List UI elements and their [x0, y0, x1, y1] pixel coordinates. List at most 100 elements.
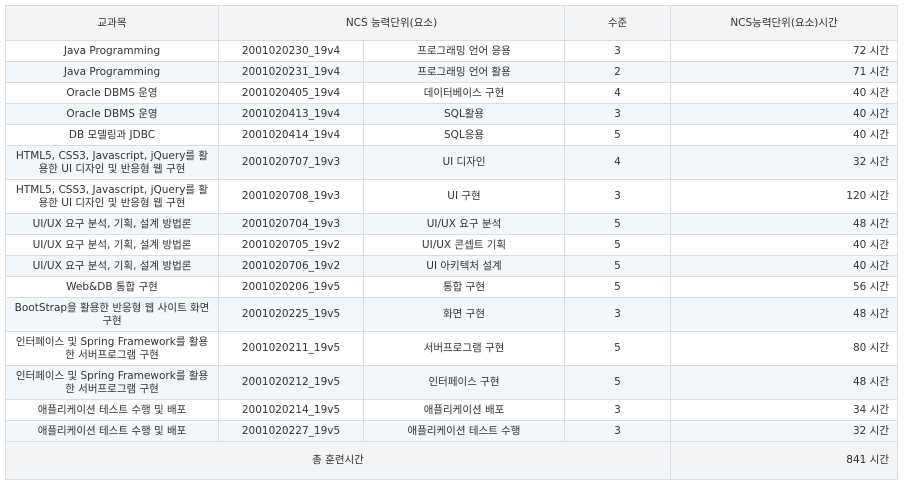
unit-cell: UI/UX 콘셉트 기획	[363, 234, 565, 256]
table-row: 인터페이스 및 Spring Framework를 활용한 서버프로그램 구현 …	[5, 331, 898, 366]
hours-cell: 71 시간	[670, 61, 898, 83]
hours-cell: 48 시간	[670, 213, 898, 235]
code-cell: 2001020705_19v2	[218, 234, 364, 256]
hours-cell: 40 시간	[670, 124, 898, 146]
code-cell: 2001020230_19v4	[218, 40, 364, 62]
level-cell: 3	[564, 297, 671, 332]
code-cell: 2001020212_19v5	[218, 365, 364, 400]
unit-cell: 인터페이스 구현	[363, 365, 565, 400]
total-hours: 841 시간	[670, 441, 898, 480]
hours-cell: 40 시간	[670, 234, 898, 256]
table-row: DB 모델링과 JDBC 2001020414_19v4 SQL응용 5 40 …	[5, 124, 898, 146]
table-row: Java Programming 2001020230_19v4 프로그래밍 언…	[5, 40, 898, 62]
subject-cell: DB 모델링과 JDBC	[5, 124, 219, 146]
table-row: HTML5, CSS3, Javascript, jQuery를 활용한 UI …	[5, 179, 898, 214]
unit-cell: 애플리케이션 테스트 수행	[363, 420, 565, 442]
subject-cell: Oracle DBMS 운영	[5, 103, 219, 125]
unit-cell: SQL활용	[363, 103, 565, 125]
subject-cell: Web&DB 통합 구현	[5, 276, 219, 298]
table-row: UI/UX 요구 분석, 기획, 설계 방법론 2001020704_19v3 …	[5, 213, 898, 235]
table-row: UI/UX 요구 분석, 기획, 설계 방법론 2001020705_19v2 …	[5, 234, 898, 256]
subject-cell: UI/UX 요구 분석, 기획, 설계 방법론	[5, 234, 219, 256]
header-ncs-unit: NCS 능력단위(요소)	[218, 5, 565, 41]
hours-cell: 40 시간	[670, 82, 898, 104]
code-cell: 2001020707_19v3	[218, 145, 364, 180]
hours-cell: 34 시간	[670, 399, 898, 421]
level-cell: 2	[564, 61, 671, 83]
subject-cell: HTML5, CSS3, Javascript, jQuery를 활용한 UI …	[5, 145, 219, 180]
curriculum-table: 교과목 NCS 능력단위(요소) 수준 NCS능력단위(요소)시간 Java P…	[5, 5, 898, 480]
unit-cell: 프로그래밍 언어 응용	[363, 40, 565, 62]
hours-cell: 48 시간	[670, 365, 898, 400]
subject-cell: UI/UX 요구 분석, 기획, 설계 방법론	[5, 255, 219, 277]
total-row: 총 훈련시간 841 시간	[5, 441, 898, 480]
unit-cell: SQL응용	[363, 124, 565, 146]
table-row: Oracle DBMS 운영 2001020413_19v4 SQL활용 3 4…	[5, 103, 898, 125]
code-cell: 2001020708_19v3	[218, 179, 364, 214]
level-cell: 5	[564, 234, 671, 256]
level-cell: 3	[564, 40, 671, 62]
subject-cell: 애플리케이션 테스트 수행 및 배포	[5, 399, 219, 421]
table-row: BootStrap을 활용한 반응형 웹 사이트 화면 구현 200102022…	[5, 297, 898, 332]
code-cell: 2001020405_19v4	[218, 82, 364, 104]
unit-cell: UI 아키텍처 설계	[363, 255, 565, 277]
unit-cell: 서버프로그램 구현	[363, 331, 565, 366]
level-cell: 5	[564, 331, 671, 366]
unit-cell: 화면 구현	[363, 297, 565, 332]
unit-cell: UI 디자인	[363, 145, 565, 180]
table-row: 인터페이스 및 Spring Framework를 활용한 서버프로그램 구현 …	[5, 365, 898, 400]
level-cell: 3	[564, 179, 671, 214]
code-cell: 2001020704_19v3	[218, 213, 364, 235]
subject-cell: UI/UX 요구 분석, 기획, 설계 방법론	[5, 213, 219, 235]
level-cell: 3	[564, 103, 671, 125]
hours-cell: 32 시간	[670, 145, 898, 180]
level-cell: 5	[564, 365, 671, 400]
level-cell: 4	[564, 82, 671, 104]
subject-cell: BootStrap을 활용한 반응형 웹 사이트 화면 구현	[5, 297, 219, 332]
unit-cell: 통합 구현	[363, 276, 565, 298]
unit-cell: 데이터베이스 구현	[363, 82, 565, 104]
table-row: Oracle DBMS 운영 2001020405_19v4 데이터베이스 구현…	[5, 82, 898, 104]
hours-cell: 80 시간	[670, 331, 898, 366]
table-row: Web&DB 통합 구현 2001020206_19v5 통합 구현 5 56 …	[5, 276, 898, 298]
subject-cell: 인터페이스 및 Spring Framework를 활용한 서버프로그램 구현	[5, 365, 219, 400]
code-cell: 2001020414_19v4	[218, 124, 364, 146]
header-subject: 교과목	[5, 5, 219, 41]
table-header-row: 교과목 NCS 능력단위(요소) 수준 NCS능력단위(요소)시간	[5, 5, 898, 41]
header-level: 수준	[564, 5, 671, 41]
total-label: 총 훈련시간	[5, 441, 671, 480]
code-cell: 2001020214_19v5	[218, 399, 364, 421]
level-cell: 3	[564, 420, 671, 442]
table-row: HTML5, CSS3, Javascript, jQuery를 활용한 UI …	[5, 145, 898, 180]
level-cell: 5	[564, 213, 671, 235]
code-cell: 2001020706_19v2	[218, 255, 364, 277]
subject-cell: 애플리케이션 테스트 수행 및 배포	[5, 420, 219, 442]
code-cell: 2001020211_19v5	[218, 331, 364, 366]
code-cell: 2001020413_19v4	[218, 103, 364, 125]
subject-cell: Java Programming	[5, 61, 219, 83]
hours-cell: 40 시간	[670, 103, 898, 125]
unit-cell: 프로그래밍 언어 활용	[363, 61, 565, 83]
curriculum-table-container: 교과목 NCS 능력단위(요소) 수준 NCS능력단위(요소)시간 Java P…	[5, 5, 898, 480]
unit-cell: 애플리케이션 배포	[363, 399, 565, 421]
header-hours: NCS능력단위(요소)시간	[670, 5, 898, 41]
code-cell: 2001020206_19v5	[218, 276, 364, 298]
hours-cell: 48 시간	[670, 297, 898, 332]
level-cell: 5	[564, 124, 671, 146]
unit-cell: UI/UX 요구 분석	[363, 213, 565, 235]
table-body: Java Programming 2001020230_19v4 프로그래밍 언…	[5, 40, 898, 442]
hours-cell: 56 시간	[670, 276, 898, 298]
table-row: 애플리케이션 테스트 수행 및 배포 2001020227_19v5 애플리케이…	[5, 420, 898, 442]
code-cell: 2001020231_19v4	[218, 61, 364, 83]
hours-cell: 120 시간	[670, 179, 898, 214]
table-row: UI/UX 요구 분석, 기획, 설계 방법론 2001020706_19v2 …	[5, 255, 898, 277]
table-row: 애플리케이션 테스트 수행 및 배포 2001020214_19v5 애플리케이…	[5, 399, 898, 421]
code-cell: 2001020225_19v5	[218, 297, 364, 332]
subject-cell: 인터페이스 및 Spring Framework를 활용한 서버프로그램 구현	[5, 331, 219, 366]
level-cell: 5	[564, 255, 671, 277]
subject-cell: Oracle DBMS 운영	[5, 82, 219, 104]
code-cell: 2001020227_19v5	[218, 420, 364, 442]
hours-cell: 72 시간	[670, 40, 898, 62]
level-cell: 5	[564, 276, 671, 298]
hours-cell: 32 시간	[670, 420, 898, 442]
